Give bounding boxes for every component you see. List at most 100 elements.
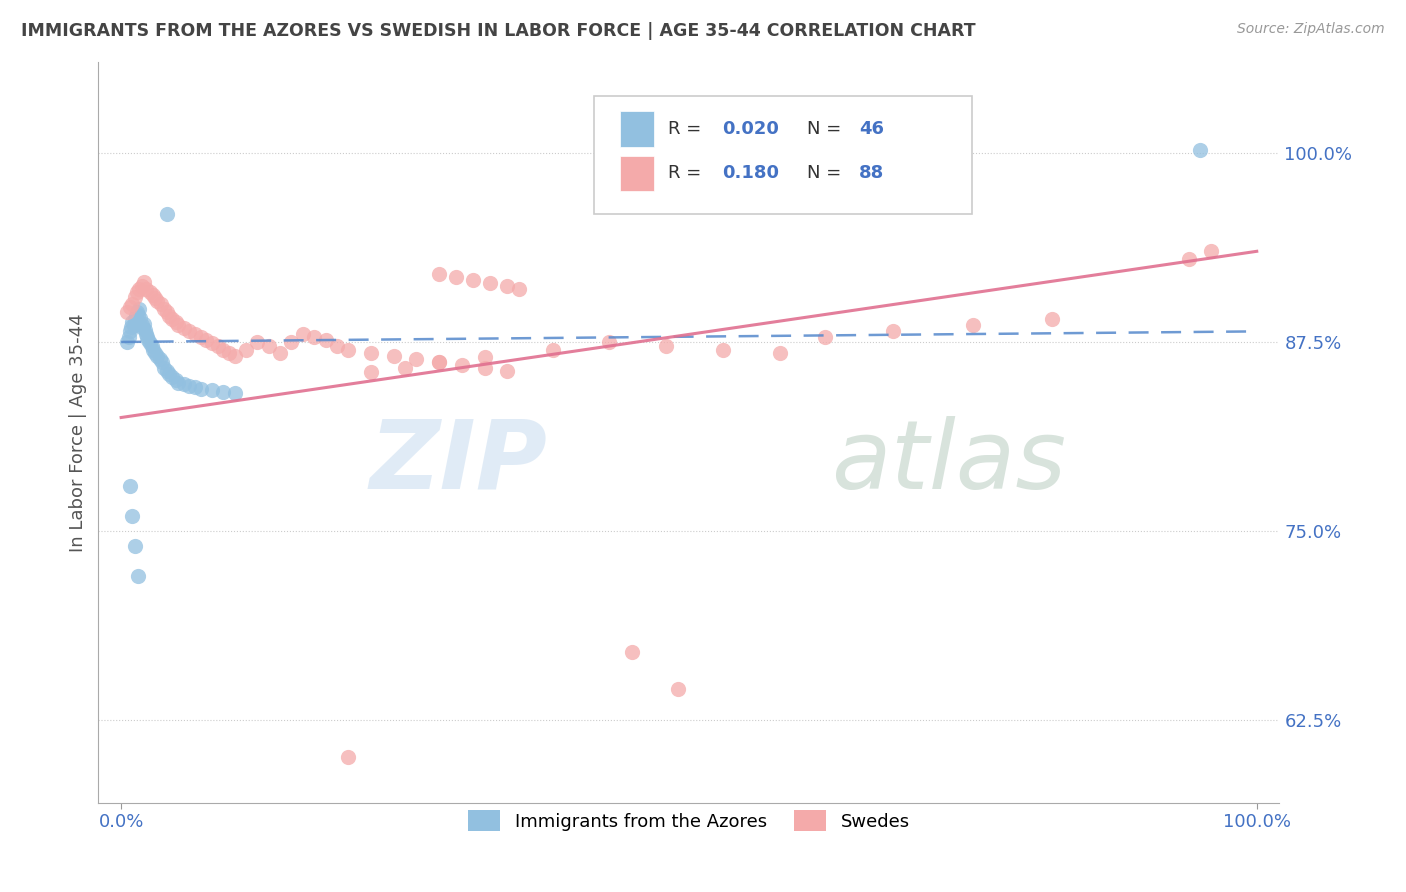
Point — [153, 301, 176, 316]
Point — [157, 310, 180, 324]
Point — [120, 325, 142, 339]
Point — [162, 312, 183, 326]
Point — [121, 315, 143, 329]
Point — [479, 276, 502, 290]
Point — [337, 343, 360, 357]
Point — [246, 334, 269, 349]
Point — [155, 304, 177, 318]
Point — [120, 319, 142, 334]
Point — [141, 339, 163, 353]
Point — [711, 343, 734, 357]
Point — [269, 345, 291, 359]
Text: 46: 46 — [859, 120, 884, 138]
Text: ZIP: ZIP — [370, 416, 547, 508]
Point — [134, 323, 156, 337]
Point — [257, 339, 280, 353]
Text: 0.180: 0.180 — [723, 164, 779, 183]
Point — [337, 750, 360, 764]
Text: N =: N = — [807, 120, 846, 138]
FancyBboxPatch shape — [620, 156, 654, 191]
Point — [360, 365, 382, 379]
Point — [143, 345, 166, 359]
Point — [326, 339, 349, 353]
Point — [179, 378, 201, 392]
Point — [769, 345, 792, 359]
Point — [474, 350, 496, 364]
Point — [598, 334, 620, 349]
Point — [235, 343, 257, 357]
Text: IMMIGRANTS FROM THE AZORES VS SWEDISH IN LABOR FORCE | AGE 35-44 CORRELATION CHA: IMMIGRANTS FROM THE AZORES VS SWEDISH IN… — [21, 22, 976, 40]
Text: 0.020: 0.020 — [723, 120, 779, 138]
Text: Source: ZipAtlas.com: Source: ZipAtlas.com — [1237, 22, 1385, 37]
Point — [195, 334, 218, 348]
Point — [132, 321, 155, 335]
Point — [149, 297, 172, 311]
Point — [302, 330, 325, 344]
Point — [444, 270, 467, 285]
Point — [150, 354, 173, 368]
Point — [146, 349, 169, 363]
Point — [315, 334, 337, 348]
Point — [508, 282, 530, 296]
Point — [201, 336, 224, 351]
Point — [184, 327, 207, 342]
Point — [138, 334, 160, 348]
Point — [132, 317, 155, 331]
Point — [138, 285, 160, 299]
Point — [427, 354, 450, 368]
Point — [666, 682, 689, 697]
Point — [541, 343, 564, 357]
Point — [136, 330, 159, 344]
Point — [129, 310, 152, 325]
Text: R =: R = — [668, 164, 707, 183]
Point — [165, 373, 187, 387]
Point — [427, 354, 450, 368]
Point — [115, 334, 138, 349]
Point — [201, 384, 224, 398]
Y-axis label: In Labor Force | Age 35-44: In Labor Force | Age 35-44 — [69, 313, 87, 552]
Point — [1177, 252, 1199, 266]
Text: 88: 88 — [859, 164, 884, 183]
Point — [146, 294, 169, 309]
Point — [814, 330, 837, 344]
Point — [173, 321, 195, 335]
Point — [128, 301, 150, 316]
Point — [291, 327, 314, 342]
Point — [1040, 312, 1063, 326]
Point — [167, 376, 190, 390]
Point — [427, 267, 450, 281]
Point — [127, 308, 149, 322]
Point — [405, 351, 427, 366]
Point — [138, 336, 160, 351]
Point — [463, 273, 485, 287]
Point — [962, 318, 984, 333]
Point — [218, 345, 240, 359]
Point — [135, 327, 157, 342]
Point — [142, 343, 165, 357]
Point — [280, 334, 302, 349]
Point — [127, 569, 149, 583]
Point — [118, 330, 141, 344]
Point — [132, 275, 155, 289]
Point — [124, 539, 146, 553]
Point — [1201, 244, 1223, 259]
Point — [135, 282, 157, 296]
Point — [155, 206, 177, 220]
Point — [496, 364, 519, 378]
Point — [125, 310, 148, 324]
Point — [382, 349, 405, 363]
Point — [121, 508, 143, 523]
Point — [179, 325, 201, 339]
Point — [121, 297, 143, 311]
Text: N =: N = — [807, 164, 846, 183]
Point — [394, 360, 416, 375]
Point — [496, 279, 519, 293]
Point — [450, 358, 472, 372]
Point — [124, 290, 146, 304]
Point — [190, 330, 212, 344]
Point — [212, 384, 235, 399]
Text: R =: R = — [668, 120, 707, 138]
Point — [128, 282, 150, 296]
Point — [115, 304, 138, 318]
Point — [1188, 143, 1211, 157]
